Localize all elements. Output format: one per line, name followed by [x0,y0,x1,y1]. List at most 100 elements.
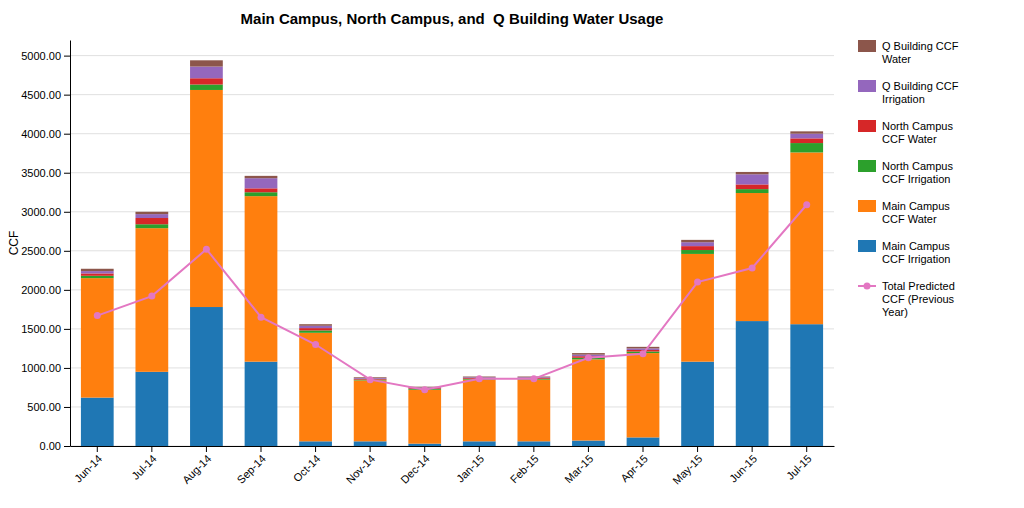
x-tick-mark [752,446,753,452]
y-tick-mark [64,446,70,447]
y-tick-label: 4500.00 [21,89,61,101]
bar-series [81,60,823,387]
x-tick-mark [424,446,425,452]
y-tick: 4500.00 [21,89,70,101]
bar [736,321,769,446]
bar [190,85,223,90]
bar [299,328,332,330]
x-tick: Dec-14 [398,446,432,486]
legend-swatch [858,40,876,52]
y-tick-label: 500.00 [27,401,61,413]
bar [790,152,823,324]
grid-line [70,94,834,95]
y-tick: 2500.00 [21,245,70,257]
x-tick: Sep-14 [234,446,268,486]
marker [749,264,756,271]
bar [299,330,332,332]
line-markers [94,201,810,393]
legend-label: Total PredictedCCF (PreviousYear) [882,280,955,318]
marker [585,354,592,361]
bar [681,250,714,254]
bar [81,269,114,271]
bar [135,212,168,214]
y-tick-mark [64,212,70,213]
bar [81,398,114,446]
y-tick-mark [64,329,70,330]
x-tick: Nov-14 [344,446,378,486]
bar [190,307,223,446]
x-tick: Aug-14 [180,446,214,486]
x-tick-mark [643,446,644,452]
x-tick-label: Jun-14 [72,452,104,484]
marker [476,375,483,382]
plot-area: 0.00 500.00 1000.00 1500.00 2000.00 2500.00 30… [21,41,834,487]
y-tick-label: 1500.00 [21,323,61,335]
x-tick-mark [588,446,589,452]
bar [681,246,714,250]
x-tick-label: Mar-15 [562,452,595,485]
x-tick-mark [261,446,262,452]
bar [299,441,332,446]
y-tick-label: 0.00 [40,440,61,452]
y-tick-label: 5000.00 [21,50,61,62]
legend-label: North CampusCCF Water [882,120,953,145]
bar [245,192,278,196]
grid-line [70,172,834,173]
bar-series [81,78,823,389]
bar [790,134,823,139]
x-tick-label: Sep-14 [234,452,268,486]
bar [245,176,278,178]
x-tick-mark [206,446,207,452]
marks [81,60,823,446]
x-tick-mark [370,446,371,452]
y-tick: 500.00 [27,401,70,413]
x-tick-label: Jan-15 [454,452,486,484]
x-tick-label: Apr-15 [618,452,650,484]
y-tick-label: 4000.00 [21,128,61,140]
x-tick-label: Feb-15 [508,452,541,485]
x-tick-mark [806,446,807,452]
x-tick: Jul-14 [129,446,159,482]
y-tick: 3000.00 [21,206,70,218]
bar [299,326,332,328]
marker [421,386,428,393]
x-tick-label: Jul-14 [129,452,159,482]
bar [790,324,823,446]
bar [681,362,714,446]
bar [627,437,660,446]
x-tick-mark [533,446,534,452]
legend-item: Q Building CCFIrrigation [858,80,959,105]
x-tick: Jun-15 [727,446,759,485]
legend-swatch [858,120,876,132]
bar [627,348,660,350]
y-tick-mark [64,95,70,96]
bar [736,184,769,189]
marker [803,201,810,208]
y-tick-mark [64,56,70,57]
legend-item: Main CampusCCF Water [858,200,950,225]
y-tick: 1000.00 [21,362,70,374]
y-tick-mark [64,407,70,408]
bar [81,276,114,278]
bar [790,143,823,152]
x-tick: Jan-15 [454,446,486,485]
grid-line [70,406,834,407]
y-tick: 2000.00 [21,284,70,296]
y-axis-title: CCF [7,231,21,256]
bar [135,218,168,224]
y-tick: 3500.00 [21,167,70,179]
bar [736,172,769,174]
grid-line [70,133,834,134]
bar [190,78,223,84]
x-tick: Jul-15 [784,446,814,482]
bar [736,193,769,321]
y-tick-mark [64,134,70,135]
bar [681,240,714,242]
bar [408,444,441,446]
bar [190,90,223,307]
bar [790,131,823,133]
legend-swatch [858,200,876,212]
y-tick-mark [64,290,70,291]
legend-item: Total PredictedCCF (PreviousYear) [858,280,955,318]
y-tick: 5000.00 [21,50,70,62]
